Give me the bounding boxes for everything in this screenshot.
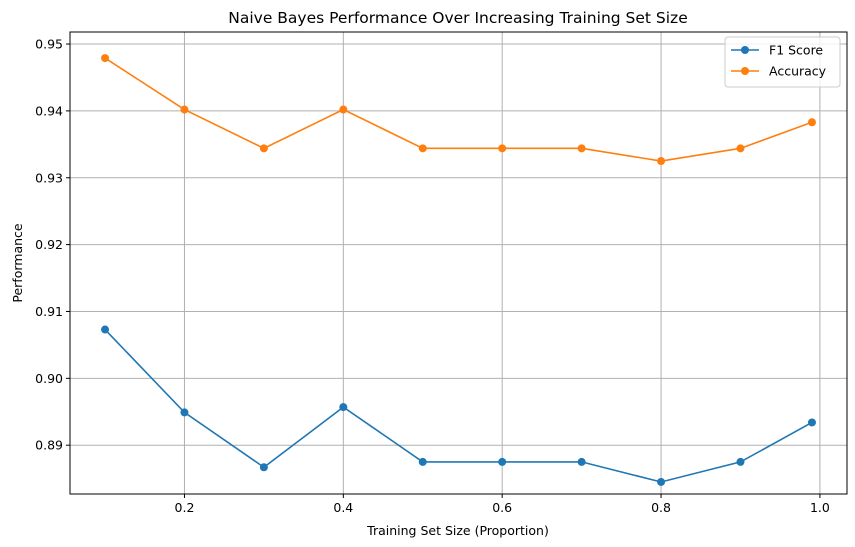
y-tick-label: 0.94 (35, 103, 63, 118)
data-point-accuracy (657, 157, 666, 166)
axis-ticks: 0.2 0.4 0.6 0.8 1.0 0.89 0.90 0.91 0.92 0.93 0.94 0… (35, 37, 830, 515)
legend-label-f1-score: F1 Score (769, 43, 823, 58)
data-point-accuracy (180, 105, 189, 114)
chart-title: Naive Bayes Performance Over Increasing … (228, 9, 687, 27)
data-point-f1-score (101, 325, 110, 334)
plot-frame (69, 31, 848, 495)
data-point-f1-score (657, 477, 666, 486)
grid-lines (70, 32, 847, 494)
x-tick-label: 0.6 (492, 500, 512, 515)
data-point-f1-score (259, 463, 268, 472)
data-point-f1-score (339, 403, 348, 412)
y-tick-label: 0.90 (35, 371, 63, 386)
legend-label-accuracy: Accuracy (769, 64, 827, 79)
data-point-f1-score (498, 457, 507, 466)
x-tick-label: 0.2 (175, 500, 195, 515)
legend: F1 Score Accuracy (724, 36, 841, 88)
series-line-f1-score (104, 328, 813, 483)
data-point-accuracy (259, 144, 268, 153)
data-point-f1-score (577, 457, 586, 466)
legend-item-f1-score: F1 Score (731, 43, 823, 58)
series-line-accuracy (104, 57, 813, 162)
y-tick-label: 0.93 (35, 170, 63, 185)
data-point-accuracy (339, 105, 348, 114)
data-point-f1-score (418, 457, 427, 466)
y-axis-label: Performance (10, 223, 25, 303)
y-tick-label: 0.95 (35, 37, 63, 52)
legend-item-accuracy: Accuracy (731, 64, 827, 79)
series-accuracy (101, 54, 816, 166)
data-point-accuracy (418, 144, 427, 153)
data-point-accuracy (498, 144, 507, 153)
legend-marker-accuracy (741, 67, 749, 75)
data-point-accuracy (577, 144, 586, 153)
x-axis-label: Training Set Size (Proportion) (366, 523, 549, 538)
legend-marker-f1-score (741, 46, 749, 54)
data-point-accuracy (807, 118, 816, 127)
y-tick-label: 0.89 (35, 438, 63, 453)
data-point-f1-score (180, 408, 189, 417)
series-f1-score (101, 325, 816, 486)
data-point-f1-score (807, 418, 816, 427)
data-point-f1-score (736, 457, 745, 466)
series-layer (101, 54, 816, 486)
y-tick-label: 0.92 (35, 237, 63, 252)
x-tick-label: 0.8 (651, 500, 671, 515)
y-tick-label: 0.91 (35, 304, 63, 319)
x-tick-label: 0.4 (333, 500, 353, 515)
data-point-accuracy (736, 144, 745, 153)
x-tick-label: 1.0 (810, 500, 830, 515)
data-point-accuracy (101, 54, 110, 63)
